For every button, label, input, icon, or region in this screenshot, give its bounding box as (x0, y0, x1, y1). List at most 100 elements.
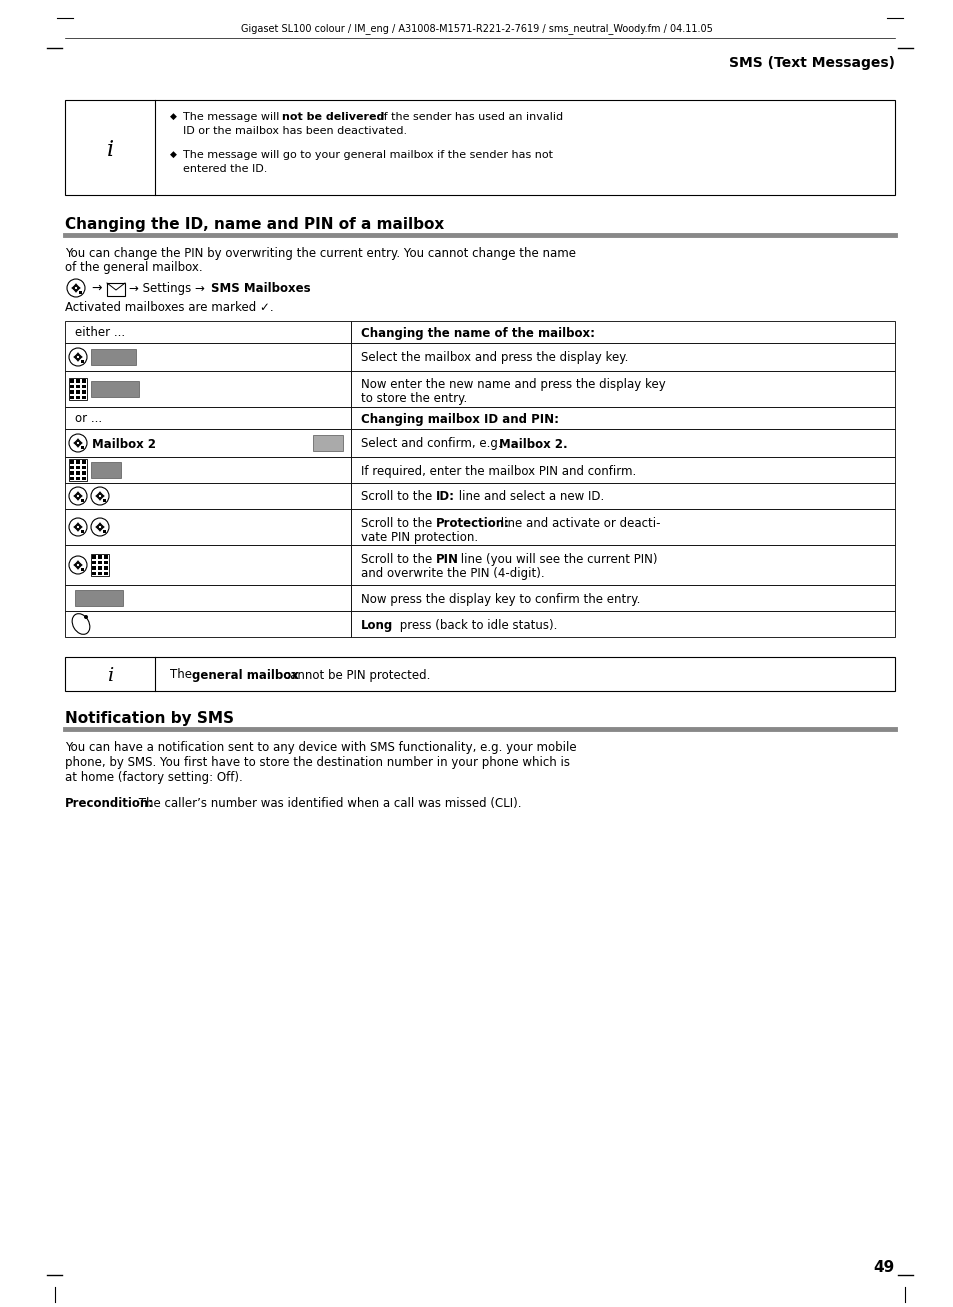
Bar (65, 508, 351, 545)
Text: OK: OK (320, 438, 335, 448)
Bar (91, 555, 96, 558)
Text: Changing mailbox ID and PIN:: Changing mailbox ID and PIN: (361, 413, 558, 426)
Bar (351, 545, 894, 586)
Text: entered the ID.: entered the ID. (183, 163, 267, 174)
Text: ID or the mailbox has been deactivated.: ID or the mailbox has been deactivated. (183, 125, 407, 136)
Bar (76, 379, 80, 383)
Bar (98, 561, 102, 565)
Bar (91, 561, 96, 565)
Text: You can have a notification sent to any device with SMS functionality, e.g. your: You can have a notification sent to any … (65, 741, 576, 784)
Bar (65, 586, 351, 610)
Text: ◆: ◆ (170, 150, 176, 159)
Text: and overwrite the PIN (4-digit).: and overwrite the PIN (4-digit). (361, 567, 544, 580)
Bar (75, 589, 123, 606)
Bar (65, 371, 351, 406)
Bar (81, 446, 84, 450)
Text: line and activate or deacti-: line and activate or deacti- (497, 518, 660, 531)
Text: 49: 49 (873, 1260, 894, 1274)
Bar (82, 465, 86, 469)
Bar (351, 342, 894, 371)
Bar (70, 396, 74, 399)
Bar (82, 384, 86, 388)
Bar (351, 484, 894, 508)
Text: Long: Long (361, 618, 394, 631)
Text: cannot be PIN protected.: cannot be PIN protected. (280, 668, 430, 681)
Bar (82, 460, 86, 464)
Bar (76, 465, 80, 469)
Bar (98, 571, 102, 575)
Bar (91, 461, 121, 478)
Bar (104, 555, 108, 558)
Bar (81, 361, 84, 363)
Bar (104, 566, 108, 570)
Text: Edit: Edit (103, 352, 124, 362)
Bar (76, 389, 80, 393)
Text: Select and confirm, e.g.: Select and confirm, e.g. (361, 438, 505, 451)
Text: to store the entry.: to store the entry. (361, 392, 467, 405)
Bar (103, 499, 106, 502)
Bar (104, 571, 108, 575)
Bar (82, 477, 86, 480)
Text: vate PIN protection.: vate PIN protection. (361, 531, 478, 544)
Bar (69, 459, 87, 481)
Text: i: i (107, 139, 113, 161)
Text: either ...: either ... (75, 327, 125, 340)
Text: ◆: ◆ (170, 112, 176, 122)
Text: Save: Save (102, 384, 128, 393)
Bar (70, 471, 74, 474)
Text: line and select a new ID.: line and select a new ID. (455, 490, 604, 503)
Text: Mailbox 2.: Mailbox 2. (498, 438, 567, 451)
Text: Notification by SMS: Notification by SMS (65, 711, 233, 725)
Bar (65, 101, 894, 195)
Bar (70, 460, 74, 464)
Bar (313, 435, 343, 451)
Bar (70, 379, 74, 383)
Bar (81, 499, 84, 502)
Bar (79, 291, 82, 294)
Bar (65, 484, 351, 508)
Text: i: i (107, 667, 113, 685)
Text: If required, enter the mailbox PIN and confirm.: If required, enter the mailbox PIN and c… (361, 464, 636, 477)
Bar (91, 571, 96, 575)
Text: if the sender has used an invalid: if the sender has used an invalid (376, 112, 562, 122)
Text: OK: OK (98, 465, 113, 474)
Bar (351, 610, 894, 637)
Text: Scroll to the: Scroll to the (361, 518, 436, 531)
Bar (82, 389, 86, 393)
Text: Precondition:: Precondition: (65, 797, 154, 810)
Bar (76, 477, 80, 480)
Text: →: → (91, 282, 101, 295)
Bar (104, 561, 108, 565)
Text: general mailbox: general mailbox (192, 668, 298, 681)
Bar (91, 349, 136, 365)
Text: Protection:: Protection: (436, 518, 510, 531)
Text: The message will: The message will (183, 112, 283, 122)
Text: You can change the PIN by overwriting the current entry. You cannot change the n: You can change the PIN by overwriting th… (65, 247, 576, 260)
Bar (98, 566, 102, 570)
Bar (351, 406, 894, 429)
Bar (70, 384, 74, 388)
Bar (76, 471, 80, 474)
Bar (70, 477, 74, 480)
Text: The: The (170, 668, 195, 681)
Bar (65, 545, 351, 586)
Text: Now press the display key to confirm the entry.: Now press the display key to confirm the… (361, 592, 640, 605)
Text: → Settings →: → Settings → (129, 282, 209, 295)
Text: ID:: ID: (436, 490, 455, 503)
Bar (81, 531, 84, 533)
Text: Scroll to the: Scroll to the (361, 553, 436, 566)
Text: Gigaset SL100 colour / IM_eng / A31008-M1571-R221-2-7619 / sms_neutral_Woody.fm : Gigaset SL100 colour / IM_eng / A31008-M… (241, 24, 712, 34)
Bar (65, 406, 351, 429)
Bar (91, 566, 96, 570)
Bar (69, 378, 87, 400)
Bar (351, 508, 894, 545)
Bar (351, 586, 894, 610)
Text: PIN: PIN (436, 553, 458, 566)
Bar (82, 396, 86, 399)
Text: press (back to idle status).: press (back to idle status). (395, 618, 558, 631)
Bar (76, 460, 80, 464)
Bar (351, 429, 894, 457)
Bar (70, 389, 74, 393)
Text: not be delivered: not be delivered (282, 112, 384, 122)
Text: line (you will see the current PIN): line (you will see the current PIN) (456, 553, 658, 566)
